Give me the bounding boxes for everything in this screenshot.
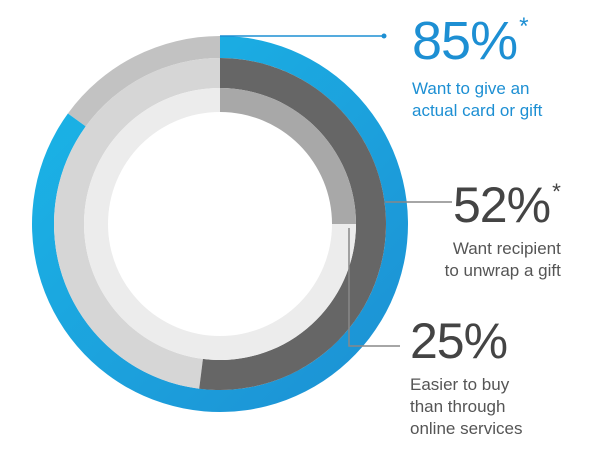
stat-85-percent: 85%* <box>412 14 542 68</box>
callout-85-percent: 85%* Want to give an actual card or gift <box>412 14 542 122</box>
stat-52-line-2: to unwrap a gift <box>444 261 561 280</box>
stat-25-percent: 25% <box>410 316 522 366</box>
leader-dot-85 <box>381 33 387 39</box>
stat-85-line-1: Want to give an <box>412 79 530 98</box>
stat-52-line-1: Want recipient <box>452 239 561 258</box>
stat-25-line-2: than through <box>410 397 506 416</box>
ring-inner-value-arc <box>220 88 356 224</box>
stat-52-asterisk: * <box>552 179 561 205</box>
stat-25-value: 25% <box>410 313 508 369</box>
stat-52-value: 52% <box>453 177 551 233</box>
stat-85-description: Want to give an actual card or gift <box>412 78 542 122</box>
stat-85-asterisk: * <box>519 13 529 41</box>
callout-25-percent: 25% Easier to buy than through online se… <box>410 316 522 440</box>
stat-52-description: Want recipient to unwrap a gift <box>441 238 561 282</box>
stat-25-description: Easier to buy than through online servic… <box>410 374 522 440</box>
stat-85-value: 85% <box>412 11 518 71</box>
stat-25-line-3: online services <box>410 419 523 438</box>
ring-outer-track <box>67 36 220 127</box>
ring-middle-track <box>54 58 220 389</box>
ring-middle-value-arc <box>199 58 386 390</box>
stat-85-line-2: actual card or gift <box>412 101 543 120</box>
stat-25-line-1: Easier to buy <box>410 375 510 394</box>
callout-52-percent: 52%* Want recipient to unwrap a gift <box>445 180 561 282</box>
leader-line-25 <box>348 228 400 347</box>
stat-52-percent: 52%* <box>453 180 561 230</box>
